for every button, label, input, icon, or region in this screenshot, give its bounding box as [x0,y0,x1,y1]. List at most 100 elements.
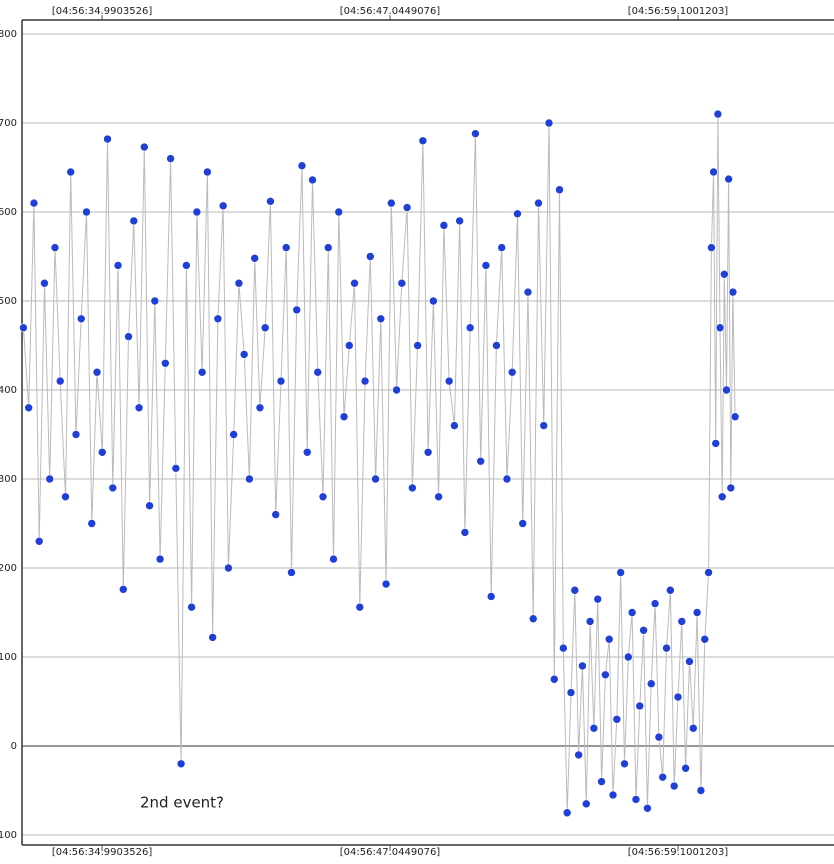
data-point [140,142,149,152]
data-point [581,799,591,809]
data-point [229,430,238,439]
data-point [302,447,312,457]
data-point [507,367,517,377]
x-tick-label: [04:56:34.9903526] [52,847,153,858]
data-point [681,763,690,773]
data-point [61,492,70,502]
data-point [308,175,317,185]
data-point [608,790,618,800]
data-point [124,332,133,341]
data-point [329,554,338,564]
x-tick-label: [04:56:34.9903526] [52,6,153,17]
data-point [704,568,713,577]
data-point [113,261,123,270]
data-point [544,118,554,128]
data-point [376,314,386,324]
data-point [688,723,698,733]
data-point [601,670,610,680]
data-point [439,221,449,230]
data-point [161,358,170,368]
data-point [134,403,144,413]
data-point [713,109,723,119]
data-point [612,714,622,724]
data-point [677,617,687,626]
data-point [685,657,694,666]
data-point [387,198,396,208]
data-point [707,243,716,252]
data-point [549,674,559,684]
data-point [720,269,729,279]
data-point [434,492,443,502]
data-point [627,608,637,617]
y-tick-label: 600 [0,207,17,218]
data-point [45,474,55,484]
data-point [616,568,625,577]
data-point [82,207,91,217]
data-point [97,447,107,457]
data-point [213,314,223,324]
data-point [360,376,370,386]
x-tick-label: [04:56:59.1001203] [628,6,729,17]
data-point [566,688,576,697]
data-point [392,385,401,395]
data-point [260,323,270,333]
data-point [413,341,422,350]
data-point [646,679,656,689]
data-point [176,759,186,769]
y-tick-label: -100 [0,830,17,841]
data-point [715,323,725,333]
data-point [203,167,212,177]
data-point [108,483,118,493]
data-point [255,403,265,413]
data-point [339,412,349,422]
data-point [666,585,675,595]
y-tick-label: 100 [0,652,17,663]
data-point [692,608,702,617]
data-point [292,305,302,315]
data-point [650,599,660,608]
data-point [245,474,254,484]
data-point [40,278,49,288]
data-point [266,197,275,206]
y-tick-label: 0 [11,741,17,752]
data-point [597,777,606,786]
x-tick-label: [04:56:59.1001203] [628,847,729,858]
data-point [450,421,459,430]
data-point [281,243,291,252]
data-point [371,474,380,484]
data-point [711,439,721,448]
data-point [397,278,407,288]
data-point [323,243,333,252]
data-point [486,592,496,601]
data-point [669,781,679,791]
data-point [589,723,599,733]
data-point [673,692,683,702]
data-point [34,536,44,546]
y-tick-label: 800 [0,29,17,40]
data-point [585,617,595,626]
data-point [639,625,648,635]
data-point [518,519,528,528]
data-point [276,376,286,386]
data-point [218,201,228,211]
data-point [539,421,549,430]
data-point [658,772,668,782]
data-point [662,643,671,653]
series-line [22,114,736,813]
data-point [444,376,454,386]
data-point [76,314,86,324]
x-tick-label: [04:56:47.0449076] [340,847,441,858]
data-point [700,634,710,644]
data-point [129,216,139,226]
data-point [92,367,102,377]
y-tick-label: 700 [0,118,17,129]
data-point [239,350,249,359]
data-point [722,385,731,395]
data-point [562,808,572,818]
data-point [455,216,464,226]
data-point [574,750,583,760]
data-point [709,167,718,177]
data-point [297,161,307,171]
x-tick-label: [04:56:47.0449076] [340,6,441,17]
